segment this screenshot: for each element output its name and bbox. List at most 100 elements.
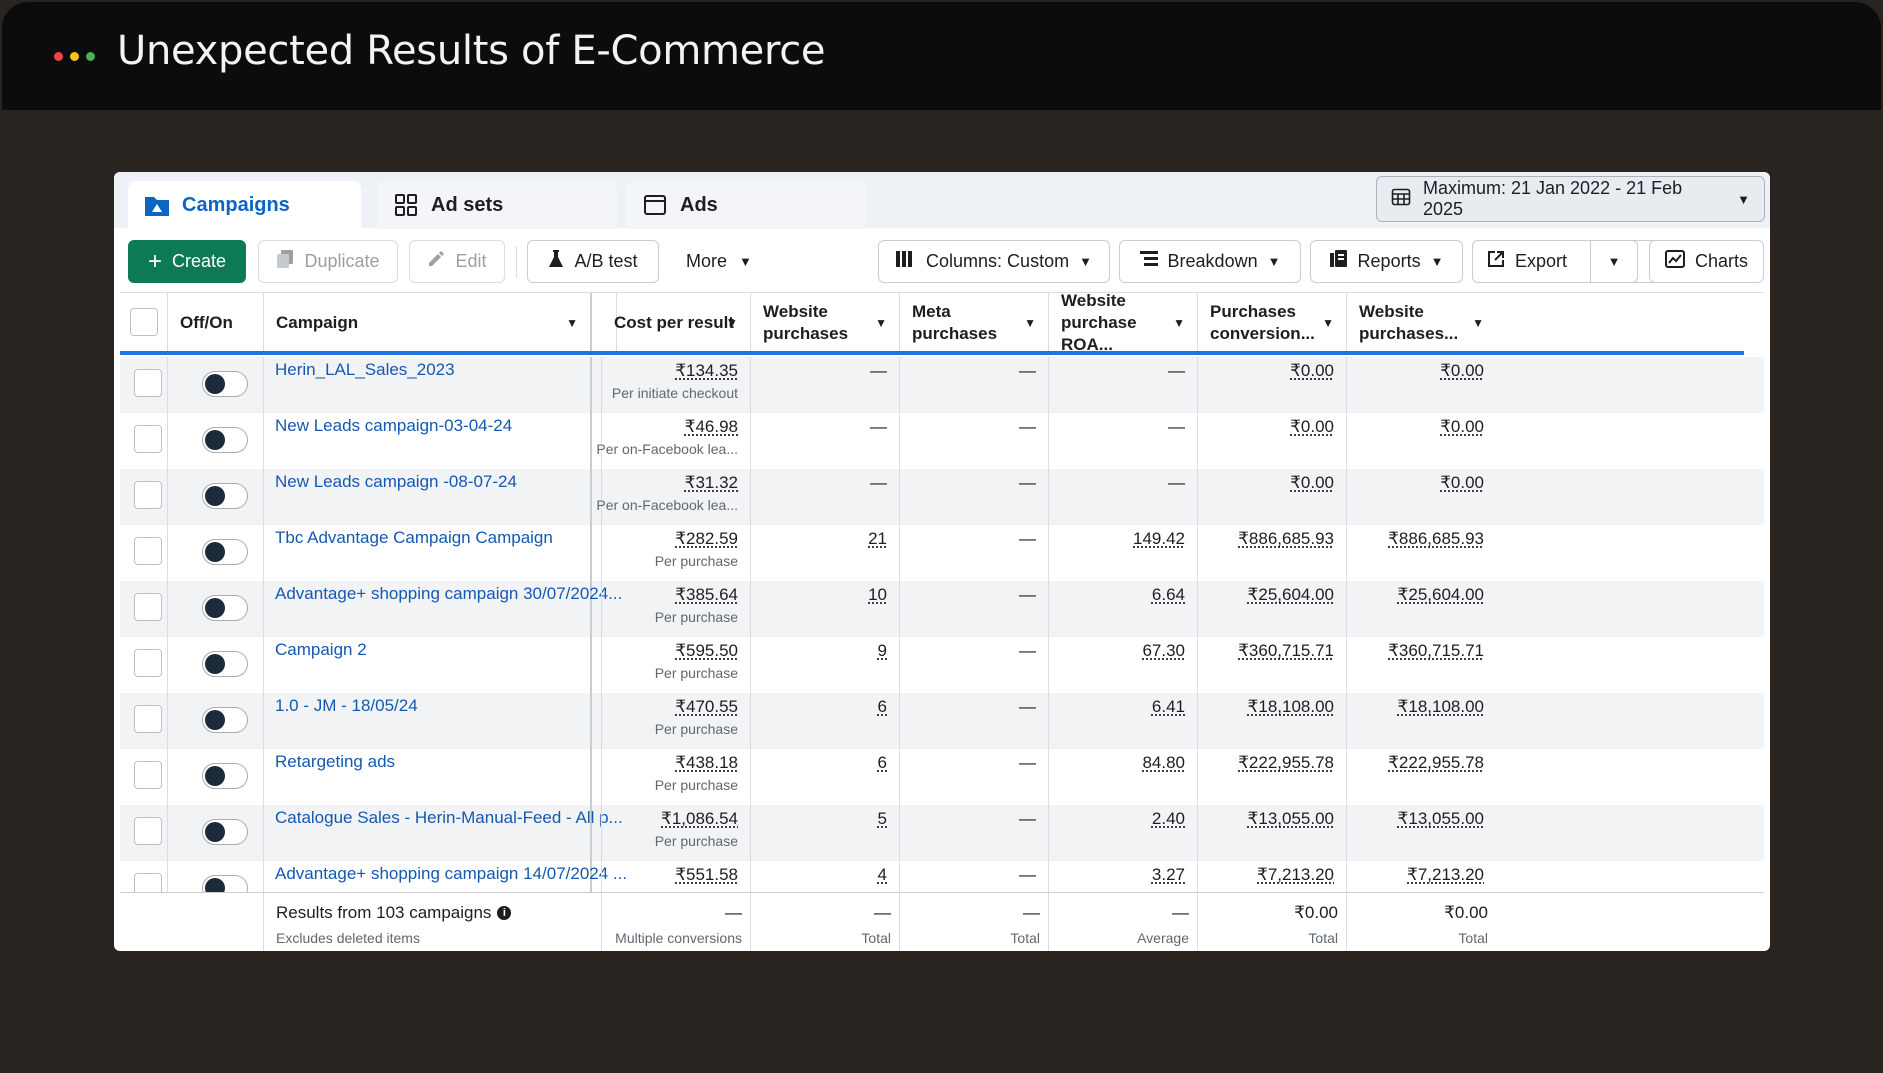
row-checkbox[interactable] — [134, 705, 162, 733]
wp-value[interactable]: 4 — [877, 865, 887, 884]
table-row[interactable]: Herin_LAL_Sales_2023 ₹134.35 Per initiate … — [120, 357, 1764, 413]
columns-button[interactable]: Columns: Custom ▼ — [878, 240, 1110, 283]
campaign-toggle[interactable] — [202, 651, 248, 677]
wpv-value[interactable]: ₹13,055.00 — [1397, 809, 1484, 828]
campaign-name-link[interactable]: Herin_LAL_Sales_2023 — [275, 360, 455, 379]
header-off-on[interactable]: Off/On — [168, 293, 264, 353]
roas-value[interactable]: 3.27 — [1151, 865, 1185, 884]
duplicate-button[interactable]: Duplicate — [258, 240, 398, 283]
roas-value[interactable]: 67.30 — [1142, 641, 1185, 660]
create-button[interactable]: + Create — [128, 240, 246, 283]
info-icon[interactable]: i — [497, 906, 512, 920]
header-campaign[interactable]: Campaign ▼ — [264, 293, 592, 353]
charts-button[interactable]: Charts — [1649, 240, 1764, 283]
header-cost-per-result[interactable]: Cost per result ▼ — [602, 293, 751, 353]
roas-value[interactable]: 6.41 — [1151, 697, 1185, 716]
table-row[interactable]: Campaign 2 ₹595.50 Per purchase 9 — 67.30 ₹360… — [120, 637, 1764, 693]
more-button[interactable]: More ▼ — [686, 240, 752, 283]
ab-test-button[interactable]: A/B test — [527, 240, 659, 283]
cost-value[interactable]: ₹1,086.54 — [661, 809, 738, 828]
row-checkbox[interactable] — [134, 537, 162, 565]
campaign-toggle[interactable] — [202, 707, 248, 733]
date-range-picker[interactable]: Maximum: 21 Jan 2022 - 21 Feb 2025 ▼ — [1376, 176, 1765, 222]
pcv-value[interactable]: ₹25,604.00 — [1247, 585, 1334, 604]
maximize-dot-icon[interactable] — [86, 52, 95, 61]
pcv-value[interactable]: ₹0.00 — [1290, 417, 1334, 436]
wp-value[interactable]: 5 — [877, 809, 887, 828]
campaign-name-link[interactable]: Advantage+ shopping campaign 30/07/2024.… — [275, 584, 623, 603]
row-checkbox[interactable] — [134, 481, 162, 509]
cost-value[interactable]: ₹470.55 — [675, 697, 738, 716]
pcv-value[interactable]: ₹13,055.00 — [1247, 809, 1334, 828]
pcv-value[interactable]: ₹886,685.93 — [1238, 529, 1334, 548]
header-website-purchases-value[interactable]: Website purchases... ▼ — [1347, 293, 1496, 353]
campaign-toggle[interactable] — [202, 483, 248, 509]
wpv-value[interactable]: ₹7,213.20 — [1407, 865, 1484, 884]
campaign-name-link[interactable]: Tbc Advantage Campaign Campaign — [275, 528, 553, 547]
select-all-checkbox[interactable] — [130, 308, 158, 336]
roas-value[interactable]: 6.64 — [1151, 585, 1185, 604]
wp-value[interactable]: 9 — [877, 641, 887, 660]
campaign-name-link[interactable]: New Leads campaign -08-07-24 — [275, 472, 517, 491]
wpv-value[interactable]: ₹25,604.00 — [1397, 585, 1484, 604]
table-row[interactable]: Catalogue Sales - Herin-Manual-Feed - Al… — [120, 805, 1764, 861]
table-row[interactable]: Advantage+ shopping campaign 14/07/2024 … — [120, 861, 1764, 917]
campaign-toggle[interactable] — [202, 595, 248, 621]
cost-value[interactable]: ₹438.18 — [675, 753, 738, 772]
minimize-dot-icon[interactable] — [70, 52, 79, 61]
wp-value[interactable]: 6 — [877, 697, 887, 716]
row-checkbox[interactable] — [134, 761, 162, 789]
wpv-value[interactable]: ₹0.00 — [1440, 473, 1484, 492]
row-checkbox[interactable] — [134, 593, 162, 621]
pcv-value[interactable]: ₹7,213.20 — [1257, 865, 1334, 884]
roas-value[interactable]: 149.42 — [1133, 529, 1185, 548]
campaign-name-link[interactable]: Advantage+ shopping campaign 14/07/2024 … — [275, 864, 628, 883]
row-checkbox[interactable] — [134, 425, 162, 453]
breakdown-button[interactable]: Breakdown ▼ — [1119, 240, 1301, 283]
table-row[interactable]: New Leads campaign-03-04-24 ₹46.98 Per on-… — [120, 413, 1764, 469]
cost-value[interactable]: ₹134.35 — [675, 361, 738, 380]
table-row[interactable]: 1.0 - JM - 18/05/24 ₹470.55 Per purchase 6 —… — [120, 693, 1764, 749]
header-meta-purchases[interactable]: Meta purchases ▼ — [900, 293, 1049, 353]
campaign-toggle[interactable] — [202, 427, 248, 453]
campaign-toggle[interactable] — [202, 819, 248, 845]
wpv-value[interactable]: ₹222,955.78 — [1388, 753, 1484, 772]
wp-value[interactable]: 10 — [868, 585, 887, 604]
edit-button[interactable]: Edit — [409, 240, 505, 283]
pcv-value[interactable]: ₹0.00 — [1290, 473, 1334, 492]
tab-ad-sets[interactable]: Ad sets — [377, 181, 617, 229]
campaign-name-link[interactable]: Catalogue Sales - Herin-Manual-Feed - Al… — [275, 808, 623, 827]
tab-ads[interactable]: Ads — [626, 181, 866, 229]
campaign-toggle[interactable] — [202, 539, 248, 565]
cost-value[interactable]: ₹31.32 — [684, 473, 738, 492]
row-checkbox[interactable] — [134, 817, 162, 845]
reports-button[interactable]: Reports ▼ — [1310, 240, 1463, 283]
pcv-value[interactable]: ₹360,715.71 — [1238, 641, 1334, 660]
header-purchases-conversion[interactable]: Purchases conversion... ▼ — [1198, 293, 1347, 353]
wpv-value[interactable]: ₹0.00 — [1440, 361, 1484, 380]
pcv-value[interactable]: ₹0.00 — [1290, 361, 1334, 380]
tab-campaigns[interactable]: Campaigns — [128, 181, 361, 229]
table-row[interactable]: Advantage+ shopping campaign 30/07/2024.… — [120, 581, 1764, 637]
campaign-toggle[interactable] — [202, 371, 248, 397]
table-row[interactable]: New Leads campaign -08-07-24 ₹31.32 Per on… — [120, 469, 1764, 525]
header-website-purchase-roas[interactable]: Website purchase ROA... ▼ — [1049, 293, 1198, 354]
cost-value[interactable]: ₹551.58 — [675, 865, 738, 884]
campaign-name-link[interactable]: 1.0 - JM - 18/05/24 — [275, 696, 418, 715]
campaign-toggle[interactable] — [202, 763, 248, 789]
table-row[interactable]: Tbc Advantage Campaign Campaign ₹282.59 Pe… — [120, 525, 1764, 581]
cost-value[interactable]: ₹385.64 — [675, 585, 738, 604]
close-dot-icon[interactable] — [54, 52, 63, 61]
campaign-name-link[interactable]: New Leads campaign-03-04-24 — [275, 416, 513, 435]
roas-value[interactable]: 2.40 — [1151, 809, 1185, 828]
cost-value[interactable]: ₹282.59 — [675, 529, 738, 548]
roas-value[interactable]: 84.80 — [1142, 753, 1185, 772]
wp-value[interactable]: 21 — [868, 529, 887, 548]
campaign-name-link[interactable]: Retargeting ads — [275, 752, 396, 771]
cost-value[interactable]: ₹46.98 — [684, 417, 738, 436]
row-checkbox[interactable] — [134, 649, 162, 677]
wp-value[interactable]: 6 — [877, 753, 887, 772]
wpv-value[interactable]: ₹360,715.71 — [1388, 641, 1484, 660]
wpv-value[interactable]: ₹886,685.93 — [1388, 529, 1484, 548]
header-website-purchases[interactable]: Website purchases ▼ — [751, 293, 900, 353]
